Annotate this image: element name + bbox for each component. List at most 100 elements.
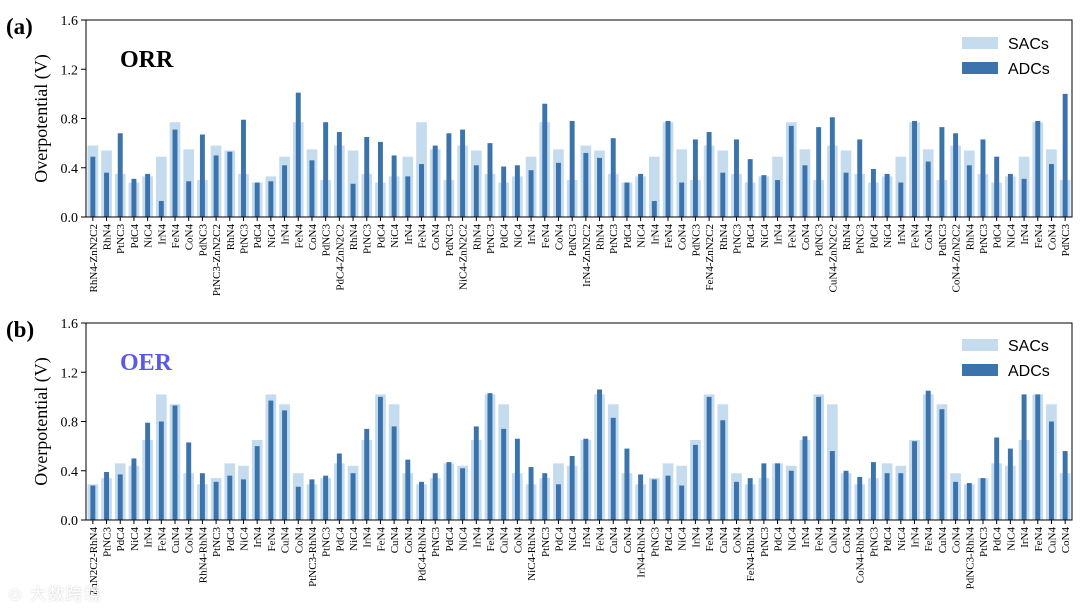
x-tick-label: CoN4 xyxy=(307,224,319,251)
x-tick-label: FeN4 xyxy=(266,527,278,552)
bar-adcs xyxy=(460,130,465,217)
bar-adcs xyxy=(994,438,999,520)
x-tick-label: CoN4 xyxy=(951,527,963,554)
bar-adcs xyxy=(296,487,301,520)
y-axis-label: Overpotential (V) xyxy=(31,54,52,182)
x-tick-label: FeN4 xyxy=(786,224,798,249)
x-tick-label: PdC4 xyxy=(745,224,757,249)
x-tick-label: PdC4 xyxy=(444,527,456,552)
x-tick-label: IrN4 xyxy=(1019,527,1031,548)
bar-adcs xyxy=(337,454,342,520)
bar-adcs xyxy=(446,462,451,520)
x-tick-label: FeN4 xyxy=(417,224,429,249)
x-tick-label: NiC4-ZnN2C2 xyxy=(458,224,470,290)
x-tick-label: IrN4 xyxy=(690,527,702,548)
x-tick-label: CoN4 xyxy=(430,224,442,251)
bar-adcs xyxy=(542,473,547,520)
bar-adcs xyxy=(282,410,287,520)
bar-adcs xyxy=(597,158,602,217)
bar-adcs xyxy=(926,391,931,520)
x-tick-label: CoN4 xyxy=(293,527,305,554)
y-axis-label: Overpotential (V) xyxy=(31,357,52,485)
bar-adcs xyxy=(748,159,753,217)
bar-adcs xyxy=(570,121,575,217)
x-tick-label: RhN4 xyxy=(718,224,730,251)
bar-adcs xyxy=(857,139,862,217)
bar-adcs xyxy=(953,482,958,520)
bar-adcs xyxy=(1063,94,1068,217)
bar-adcs xyxy=(912,441,917,520)
bar-adcs xyxy=(1008,174,1013,217)
legend: SACs ADCs xyxy=(962,36,1050,78)
bar-adcs xyxy=(1049,422,1054,521)
bar-adcs xyxy=(816,127,821,217)
bar-adcs xyxy=(816,397,821,520)
x-tick-label: PdC4 xyxy=(992,224,1004,249)
x-tick-label: FeN4 xyxy=(704,527,716,552)
x-tick-label: IrN4 xyxy=(526,224,538,245)
bar-adcs xyxy=(679,183,684,217)
x-tick-label: CoN4 xyxy=(677,224,689,251)
x-tick-label: CoN4 xyxy=(184,224,196,251)
legend-label: SACs xyxy=(1008,338,1049,355)
x-tick-label: IrN4 xyxy=(773,224,785,245)
bar-adcs xyxy=(104,472,109,520)
x-tick-label: NiC4 xyxy=(882,224,894,248)
x-tick-label: PdC4 xyxy=(868,224,880,249)
bar-adcs xyxy=(583,439,588,520)
bar-adcs xyxy=(734,139,739,217)
bar-adcs xyxy=(679,486,684,520)
x-tick-label: IrN4 xyxy=(649,224,661,245)
bar-adcs xyxy=(939,409,944,520)
y-tick-label: 1.2 xyxy=(61,63,79,78)
x-tick-label: NiC4 xyxy=(389,224,401,248)
x-tick-label: CuN4-ZnN2C2 xyxy=(827,224,839,292)
bar-adcs xyxy=(351,184,356,217)
watermark-text: ⊙ 大数跨境 xyxy=(8,580,102,605)
x-tick-label: PtNC3 xyxy=(115,224,127,254)
bar-adcs xyxy=(214,155,219,217)
bar-adcs xyxy=(227,476,232,520)
bar-adcs xyxy=(871,462,876,520)
bar-adcs xyxy=(104,173,109,217)
x-tick-label: FeN4 xyxy=(814,527,826,552)
legend-swatch xyxy=(962,339,998,351)
x-tick-label: PdNC3 xyxy=(197,224,209,257)
x-tick-label: CoN4 xyxy=(512,527,524,554)
bar-adcs xyxy=(857,477,862,520)
bar-adcs xyxy=(802,436,807,520)
bar-adcs xyxy=(693,445,698,520)
x-tick-label: NiC4 xyxy=(348,527,360,551)
bar-adcs xyxy=(720,173,725,217)
x-tick-label: NiC4 xyxy=(512,224,524,248)
bar-adcs xyxy=(994,157,999,217)
bar-adcs xyxy=(734,482,739,520)
panel-label: (b) xyxy=(6,317,34,342)
x-tick-label: RhN4 xyxy=(348,224,360,251)
y-tick-label: 1.6 xyxy=(61,14,79,29)
x-tick-label: FeN4 xyxy=(170,224,182,249)
x-tick-label: PdC4 xyxy=(375,224,387,249)
bar-adcs xyxy=(474,165,479,217)
bar-adcs xyxy=(529,170,534,217)
bar-adcs xyxy=(90,486,95,520)
bar-adcs xyxy=(967,165,972,217)
legend-swatch xyxy=(962,364,998,376)
bar-adcs xyxy=(885,174,890,217)
x-tick-label: PtNC3 xyxy=(362,224,374,254)
bar-adcs xyxy=(775,463,780,520)
x-tick-label: FeN4 xyxy=(595,527,607,552)
bar-adcs xyxy=(707,132,712,217)
bar-adcs xyxy=(405,176,410,217)
bar-adcs xyxy=(652,201,657,217)
bar-adcs xyxy=(227,152,232,217)
bar-adcs xyxy=(378,397,383,520)
bar-adcs xyxy=(830,451,835,520)
bar-adcs xyxy=(638,474,643,520)
bar-adcs xyxy=(255,446,260,520)
x-tick-label: PtNC3-RhN4 xyxy=(307,527,319,587)
x-tick-label: RhN4-ZnN2C2 xyxy=(88,224,100,292)
bar-adcs xyxy=(652,479,657,520)
x-tick-label: PdC4-RhN4 xyxy=(417,527,429,582)
bar-adcs xyxy=(556,163,561,217)
